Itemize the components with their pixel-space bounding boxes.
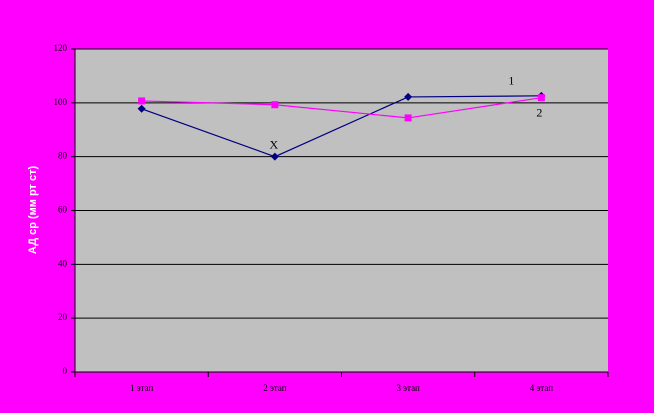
marker: [271, 101, 279, 109]
y-tick-label: 100: [54, 97, 68, 107]
x-tick-label: 3 этап: [396, 383, 420, 393]
marker: [137, 104, 146, 113]
annotation: X: [270, 137, 279, 151]
y-tick-label: 80: [58, 151, 68, 161]
y-tick-label: 120: [54, 43, 68, 53]
marker: [404, 92, 413, 101]
marker: [270, 152, 279, 161]
y-tick-label: 0: [63, 366, 68, 376]
marker: [138, 97, 146, 105]
y-tick-label: 60: [58, 205, 68, 215]
x-tick-label: 1 этап: [130, 383, 154, 393]
series-line: [141, 97, 542, 119]
marker: [537, 94, 545, 102]
annotation: 1: [508, 74, 514, 88]
marker: [404, 114, 412, 122]
x-tick-label: 2 этап: [263, 383, 287, 393]
annotation: 2: [536, 105, 542, 119]
y-tick-label: 20: [58, 312, 68, 322]
x-tick-label: 4 этап: [530, 383, 554, 393]
y-tick-label: 40: [58, 258, 68, 268]
series-line: [141, 95, 542, 158]
y-axis-label: АД ср (мм рт ст): [27, 166, 39, 255]
